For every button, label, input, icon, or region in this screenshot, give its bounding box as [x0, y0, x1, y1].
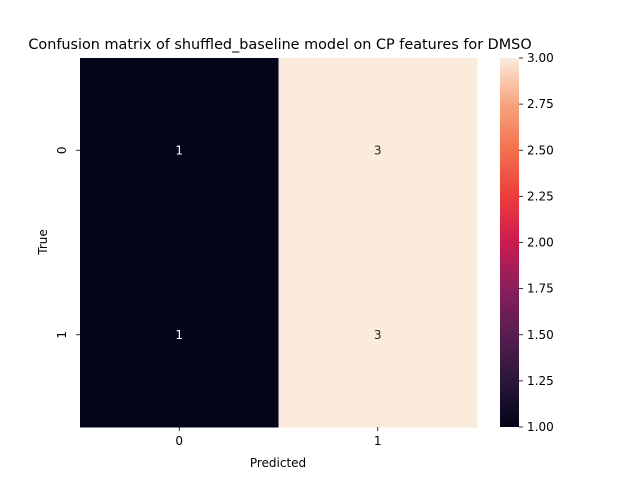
heatmap-cell-0-0	[80, 58, 279, 243]
cell-label-1-0: 1	[175, 328, 183, 342]
colorbar-ticks: 1.00 1.25 1.50 1.75 2.00 2.25 2.50 2.75 3.00	[519, 51, 554, 434]
heatmap-cell-1-1	[278, 242, 478, 428]
colorbar-tick-label-4: 2.00	[527, 236, 554, 250]
colorbar-tick-label-6: 2.50	[527, 143, 554, 157]
heatmap-cell-0-1	[278, 58, 478, 243]
colorbar-tick-label-2: 1.50	[527, 328, 554, 342]
colorbar-tick-label-8: 3.00	[527, 51, 554, 65]
cell-label-1-1: 3	[374, 328, 382, 342]
colorbar-tick-label-1: 1.25	[527, 374, 554, 388]
colorbar	[500, 58, 519, 427]
y-tick-label-0: 0	[55, 146, 69, 154]
colorbar-tick-label-3: 1.75	[527, 282, 554, 296]
colorbar-tick-label-5: 2.25	[527, 189, 554, 203]
heatmap-cells	[80, 58, 478, 428]
cell-label-0-0: 1	[175, 143, 183, 157]
colorbar-tick-label-7: 2.75	[527, 97, 554, 111]
heatmap-cell-1-0	[80, 242, 279, 428]
colorbar-tick-label-0: 1.00	[527, 420, 554, 434]
y-axis: 01	[55, 146, 80, 339]
x-tick-label-1: 1	[374, 434, 382, 448]
heatmap-cell-labels: 1 3 1 3	[175, 143, 381, 342]
x-axis-label: Predicted	[250, 456, 306, 470]
y-tick-label-1: 1	[55, 331, 69, 339]
x-tick-label-0: 0	[175, 434, 183, 448]
chart-title: Confusion matrix of shuffled_baseline mo…	[28, 37, 531, 53]
cell-label-0-1: 3	[374, 143, 382, 157]
y-axis-label: True	[36, 229, 50, 256]
